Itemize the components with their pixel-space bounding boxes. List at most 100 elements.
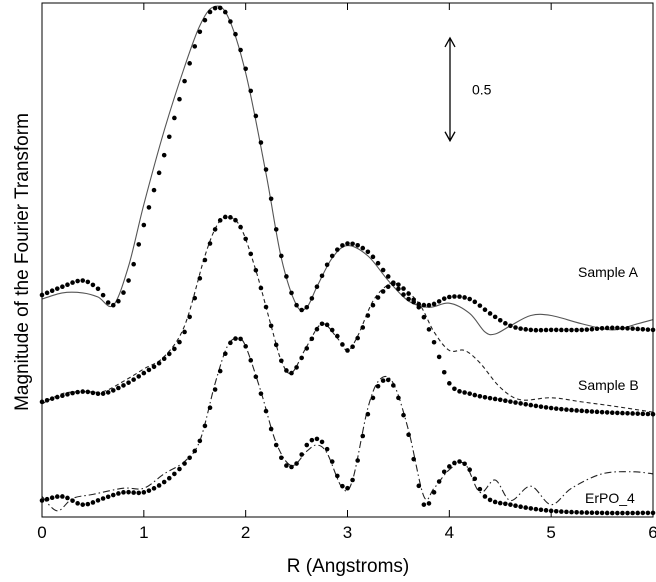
series-label-sample-a: Sample A bbox=[578, 264, 639, 280]
data-point-erpo-4 bbox=[166, 475, 172, 481]
data-point-sample-b bbox=[406, 291, 411, 296]
data-point-erpo-4 bbox=[447, 464, 452, 469]
data-point-sample-b bbox=[329, 327, 335, 333]
data-point-sample-a bbox=[340, 243, 345, 248]
data-point-sample-a bbox=[462, 295, 467, 300]
data-point-erpo-4 bbox=[375, 383, 381, 389]
data-point-sample-b bbox=[391, 281, 396, 287]
data-point-erpo-4 bbox=[360, 433, 366, 439]
x-axis-ticks: 0 1 2 3 4 5 6 bbox=[37, 3, 656, 542]
data-point-sample-b bbox=[319, 321, 325, 327]
data-point-erpo-4 bbox=[411, 456, 416, 462]
data-point-sample-a bbox=[284, 274, 289, 279]
data-point-sample-b bbox=[172, 346, 177, 352]
data-point-sample-a bbox=[426, 302, 432, 308]
data-point-sample-a bbox=[401, 292, 406, 297]
data-point-sample-a bbox=[441, 296, 447, 301]
data-point-sample-a bbox=[100, 292, 106, 298]
data-point-sample-a bbox=[319, 273, 325, 279]
data-point-sample-b bbox=[426, 327, 432, 332]
data-point-erpo-4 bbox=[80, 502, 86, 507]
data-point-sample-a bbox=[243, 66, 248, 72]
data-point-sample-a bbox=[197, 29, 203, 35]
data-point-sample-a bbox=[273, 227, 279, 232]
data-point-erpo-4 bbox=[640, 510, 646, 516]
data-point-sample-a bbox=[54, 286, 60, 291]
data-point-erpo-4 bbox=[304, 442, 310, 448]
data-point-sample-b bbox=[594, 409, 600, 415]
data-point-sample-a bbox=[574, 327, 579, 333]
data-point-sample-b bbox=[54, 394, 60, 400]
data-point-erpo-4 bbox=[559, 509, 564, 514]
data-point-sample-b bbox=[457, 389, 462, 394]
data-point-sample-b bbox=[421, 314, 427, 320]
data-point-erpo-4 bbox=[599, 510, 605, 516]
data-point-sample-a bbox=[615, 325, 620, 331]
data-point-erpo-4 bbox=[380, 378, 386, 383]
data-point-sample-b bbox=[116, 385, 121, 391]
data-point-erpo-4 bbox=[579, 510, 585, 515]
data-point-erpo-4 bbox=[625, 510, 630, 516]
data-point-sample-b bbox=[355, 335, 360, 341]
data-point-sample-b bbox=[80, 389, 86, 394]
data-point-sample-b bbox=[487, 395, 493, 401]
data-point-sample-b bbox=[146, 367, 152, 373]
data-point-sample-b bbox=[523, 401, 529, 407]
data-point-sample-b bbox=[559, 406, 564, 412]
data-point-erpo-4 bbox=[141, 490, 147, 495]
data-point-sample-b bbox=[207, 241, 213, 246]
data-point-sample-a bbox=[620, 325, 625, 331]
data-point-sample-a bbox=[324, 262, 330, 268]
data-point-erpo-4 bbox=[258, 391, 264, 396]
data-point-erpo-4 bbox=[472, 476, 478, 482]
data-point-sample-b bbox=[645, 411, 651, 417]
data-point-erpo-4 bbox=[452, 460, 457, 466]
data-point-erpo-4 bbox=[100, 496, 106, 501]
data-point-sample-a bbox=[223, 9, 228, 15]
data-point-sample-b bbox=[75, 389, 80, 395]
data-point-sample-b bbox=[589, 409, 595, 414]
data-point-sample-b bbox=[268, 323, 274, 329]
data-point-sample-a bbox=[645, 327, 651, 332]
data-point-sample-b bbox=[462, 390, 467, 395]
data-point-sample-a bbox=[360, 245, 366, 251]
data-point-sample-a bbox=[248, 88, 254, 94]
data-point-sample-b bbox=[284, 368, 289, 373]
data-point-sample-a bbox=[253, 113, 259, 119]
data-point-sample-b bbox=[447, 381, 452, 386]
x-tick-label: 4 bbox=[445, 523, 454, 542]
data-point-sample-a bbox=[396, 286, 401, 292]
data-point-sample-a bbox=[533, 327, 539, 333]
data-point-sample-a bbox=[538, 327, 544, 333]
data-point-sample-b bbox=[365, 313, 371, 318]
data-point-erpo-4 bbox=[161, 479, 167, 485]
data-point-sample-a bbox=[523, 327, 529, 332]
data-point-sample-b bbox=[543, 405, 549, 410]
data-point-sample-b bbox=[294, 365, 299, 370]
data-point-sample-a bbox=[121, 290, 126, 295]
data-point-sample-a bbox=[95, 286, 101, 292]
data-point-erpo-4 bbox=[54, 494, 60, 499]
data-point-erpo-4 bbox=[309, 437, 315, 443]
data-point-erpo-4 bbox=[49, 495, 55, 501]
data-point-erpo-4 bbox=[289, 464, 294, 470]
data-point-erpo-4 bbox=[569, 509, 574, 515]
data-point-sample-b bbox=[70, 390, 75, 396]
data-point-erpo-4 bbox=[279, 455, 284, 461]
x-axis-label: R (Angstroms) bbox=[287, 556, 409, 577]
data-point-sample-a bbox=[492, 314, 498, 320]
data-point-sample-b bbox=[166, 351, 172, 357]
data-point-erpo-4 bbox=[396, 395, 401, 401]
data-point-sample-a bbox=[416, 301, 422, 307]
data-point-sample-a bbox=[314, 284, 320, 290]
data-point-sample-a bbox=[609, 325, 615, 331]
data-point-erpo-4 bbox=[131, 490, 136, 495]
series-label-sample-b: Sample B bbox=[578, 377, 639, 393]
data-point-erpo-4 bbox=[207, 405, 213, 411]
data-point-sample-b bbox=[228, 215, 233, 220]
fit-line-sample-a bbox=[41, 5, 654, 336]
data-point-erpo-4 bbox=[436, 479, 442, 484]
data-point-erpo-4 bbox=[263, 408, 269, 414]
data-point-sample-a bbox=[508, 323, 513, 329]
